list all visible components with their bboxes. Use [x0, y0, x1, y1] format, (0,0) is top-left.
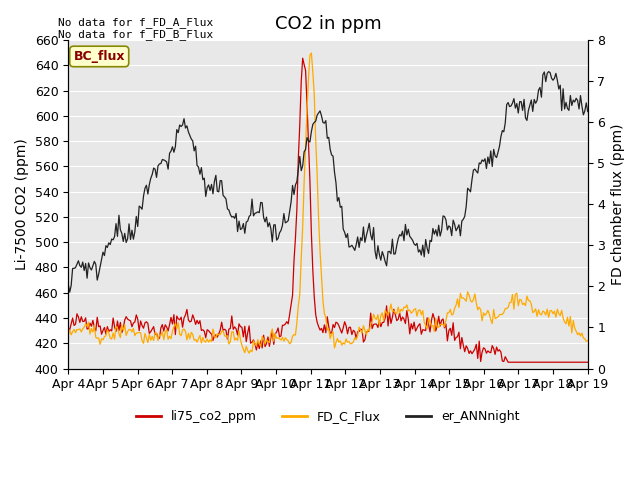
Text: BC_flux: BC_flux: [74, 50, 125, 63]
Y-axis label: FD chamber flux (ppm): FD chamber flux (ppm): [611, 123, 625, 285]
Text: No data for f_FD_A_Flux
No data for f_FD_B_Flux: No data for f_FD_A_Flux No data for f_FD…: [58, 17, 213, 40]
Title: CO2 in ppm: CO2 in ppm: [275, 15, 381, 33]
Legend: li75_co2_ppm, FD_C_Flux, er_ANNnight: li75_co2_ppm, FD_C_Flux, er_ANNnight: [131, 405, 525, 428]
Y-axis label: Li-7500 CO2 (ppm): Li-7500 CO2 (ppm): [15, 138, 29, 270]
